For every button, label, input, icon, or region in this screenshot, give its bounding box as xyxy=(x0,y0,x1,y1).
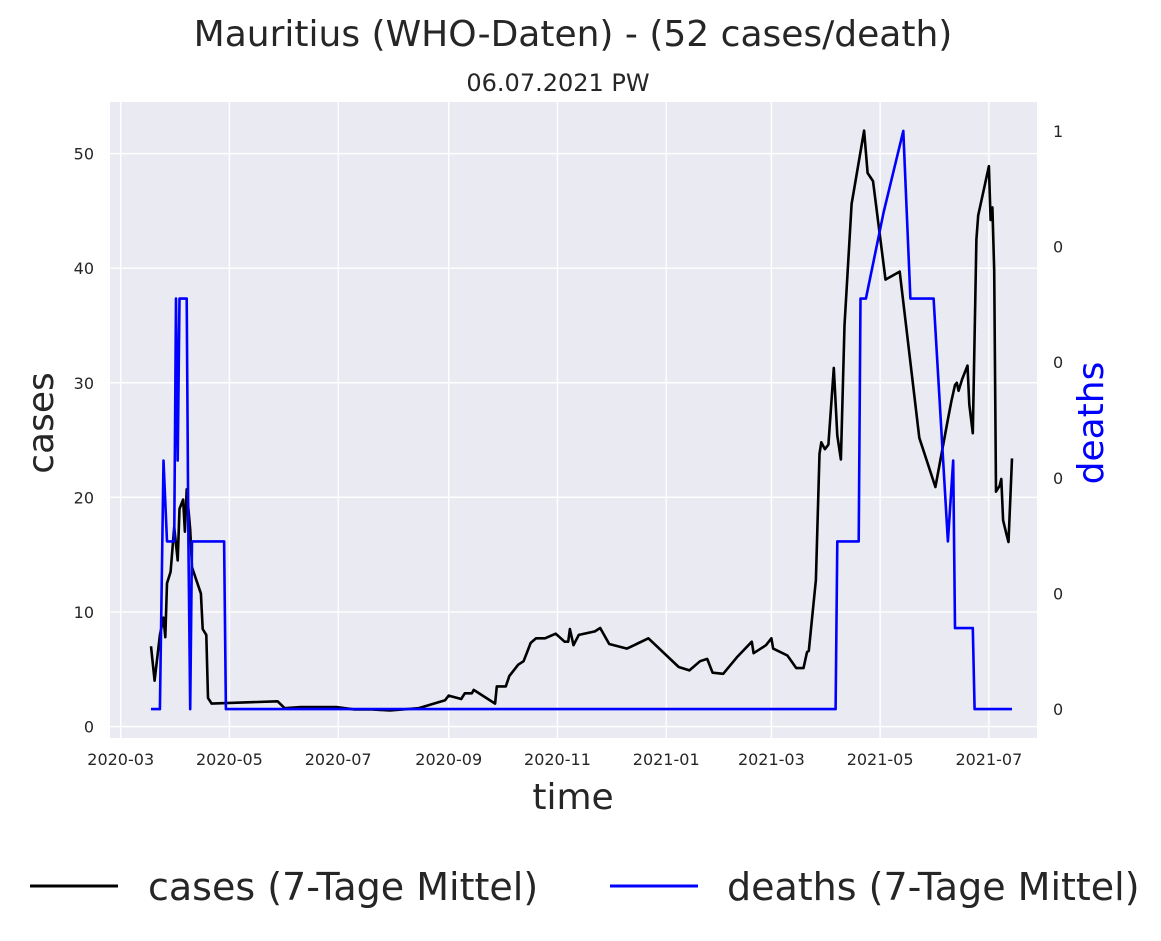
y-tick-label-left: 20 xyxy=(74,488,94,507)
legend: cases (7-Tage Mittel) deaths (7-Tage Mit… xyxy=(30,865,1140,909)
series-layer xyxy=(149,129,1014,712)
chart-title: Mauritius (WHO-Daten) - (52 cases/death) xyxy=(194,14,953,55)
x-tick-label: 2021-07 xyxy=(955,750,1022,769)
y-tick-label-left: 50 xyxy=(74,145,94,164)
y-axis-label-right: deaths xyxy=(1071,362,1112,485)
y-tick-label-right: 0 xyxy=(1053,238,1063,257)
x-tick-label: 2020-05 xyxy=(196,750,263,769)
y-axis-left-ticks: 0 10 20 30 40 50 xyxy=(74,145,94,737)
y-tick-label-right: 0 xyxy=(1053,353,1063,372)
y-tick-label-right: 0 xyxy=(1053,469,1063,488)
legend-label-cases: cases (7-Tage Mittel) xyxy=(148,865,538,909)
legend-label-deaths: deaths (7-Tage Mittel) xyxy=(727,865,1140,909)
y-axis-label-left: cases xyxy=(21,372,62,474)
x-tick-label: 2020-11 xyxy=(524,750,591,769)
y-tick-label-left: 40 xyxy=(74,259,94,278)
y-tick-label-left: 0 xyxy=(84,718,94,737)
x-tick-label: 2021-05 xyxy=(847,750,914,769)
plot-area xyxy=(110,102,1037,738)
x-tick-label: 2021-01 xyxy=(633,750,700,769)
series-line-deaths xyxy=(151,129,1012,711)
y-tick-label-right: 0 xyxy=(1053,584,1063,603)
x-tick-label: 2021-03 xyxy=(738,750,805,769)
series-line-cases xyxy=(149,129,1014,712)
chart-subtitle: 06.07.2021 PW xyxy=(466,69,649,97)
x-tick-label: 2020-09 xyxy=(415,750,482,769)
x-axis-ticks: 2020-03 2020-05 2020-07 2020-09 2020-11 2021-… xyxy=(87,750,1022,769)
y-axis-right-ticks: 1 0 0 0 0 0 xyxy=(1053,122,1063,719)
y-tick-label-right: 1 xyxy=(1053,122,1063,141)
y-tick-label-left: 30 xyxy=(74,374,94,393)
y-tick-label-left: 10 xyxy=(74,603,94,622)
x-tick-label: 2020-07 xyxy=(305,750,372,769)
x-tick-label: 2020-03 xyxy=(87,750,154,769)
x-axis-label: time xyxy=(532,777,613,818)
y-tick-label-right: 0 xyxy=(1053,700,1063,719)
grid-lines xyxy=(110,102,1037,738)
